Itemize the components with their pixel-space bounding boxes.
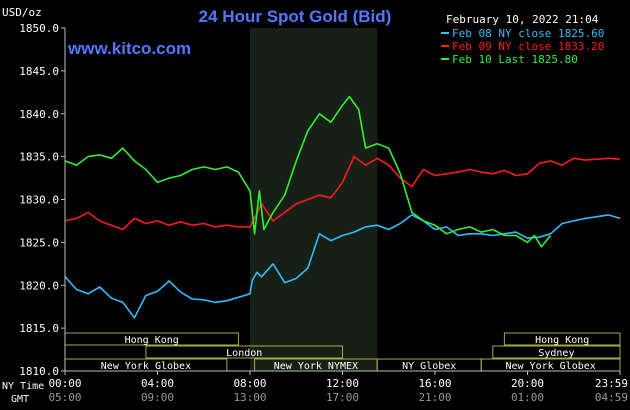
x-tick-label-ny: 16:00 (418, 377, 451, 390)
y-tick-label: 1810.0 (19, 365, 59, 378)
y-tick-label: 1840.0 (19, 108, 59, 121)
series-line-2 (64, 155, 621, 231)
session-box (492, 345, 621, 359)
x-tick-label-gmt: 21:00 (418, 391, 451, 404)
series-line-3 (64, 95, 552, 248)
series-layer (64, 95, 621, 319)
session-label: New York Globex (101, 361, 191, 372)
x-tick-label-ny: 12:00 (326, 377, 359, 390)
x-tick-label-ny: 23:59 (595, 377, 628, 390)
x-tick-label-gmt: 09:00 (141, 391, 174, 404)
y-tick-label: 1820.0 (19, 279, 59, 292)
y-tick-labels: 1850.0 1845.0 1840.0 1835.0 1830.0 1825.0 1820… (19, 22, 65, 378)
legend-entry: Feb 09 NY close 1833.20 (452, 40, 604, 53)
y-tick-label: 1830.0 (19, 194, 59, 207)
x-tick-label-gmt: 05:00 (48, 391, 81, 404)
x-tick-label-ny: 20:00 (511, 377, 544, 390)
series-line-1 (64, 214, 621, 319)
chart-timestamp: February 10, 2022 21:04 (446, 13, 599, 26)
legend-entry: Feb 10 Last 1825.80 (452, 53, 578, 66)
x-tick-label-gmt: 13:00 (233, 391, 266, 404)
legend-entry: Feb 08 NY close 1825.60 (452, 27, 604, 40)
session-label: Hong Kong (535, 335, 589, 346)
x-tick-label-ny: 08:00 (233, 377, 266, 390)
session-box (145, 345, 343, 359)
y-tick-label: 1825.0 (19, 236, 59, 249)
gmt-row-label: GMT (11, 394, 29, 405)
y-tick-label: 1850.0 (19, 22, 59, 35)
session-label: New York NYMEX (274, 361, 358, 372)
x-tick-label-gmt: 01:00 (511, 391, 544, 404)
session-label: NY Globex (402, 361, 456, 372)
y-tick-label: 1815.0 (19, 322, 59, 335)
y-tick-label: 1845.0 (19, 65, 59, 78)
session-box (503, 332, 621, 346)
y-unit-label: USD/oz (2, 6, 42, 19)
ny-time-row-label: NY Time (2, 381, 44, 392)
session-label: New York Globex (505, 361, 595, 372)
session-label: Sydney (538, 348, 574, 359)
chart-title: 24 Hour Spot Gold (Bid) (199, 7, 392, 26)
watermark-url: www.kitco.com (67, 39, 191, 58)
x-tick-label-gmt: 04:59 (595, 391, 628, 404)
x-tick-label-ny: 04:00 (141, 377, 174, 390)
nymex-session-highlight (250, 28, 378, 371)
session-label: Hong Kong (125, 335, 179, 346)
y-tick-label: 1835.0 (19, 151, 59, 164)
session-label: London (226, 348, 262, 359)
x-tick-label-ny: 00:00 (48, 377, 81, 390)
x-tick-label-gmt: 17:00 (326, 391, 359, 404)
